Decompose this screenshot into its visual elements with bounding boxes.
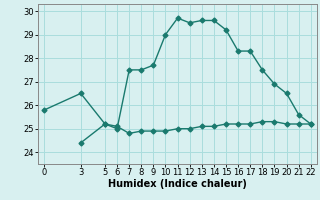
X-axis label: Humidex (Indice chaleur): Humidex (Indice chaleur) xyxy=(108,179,247,189)
